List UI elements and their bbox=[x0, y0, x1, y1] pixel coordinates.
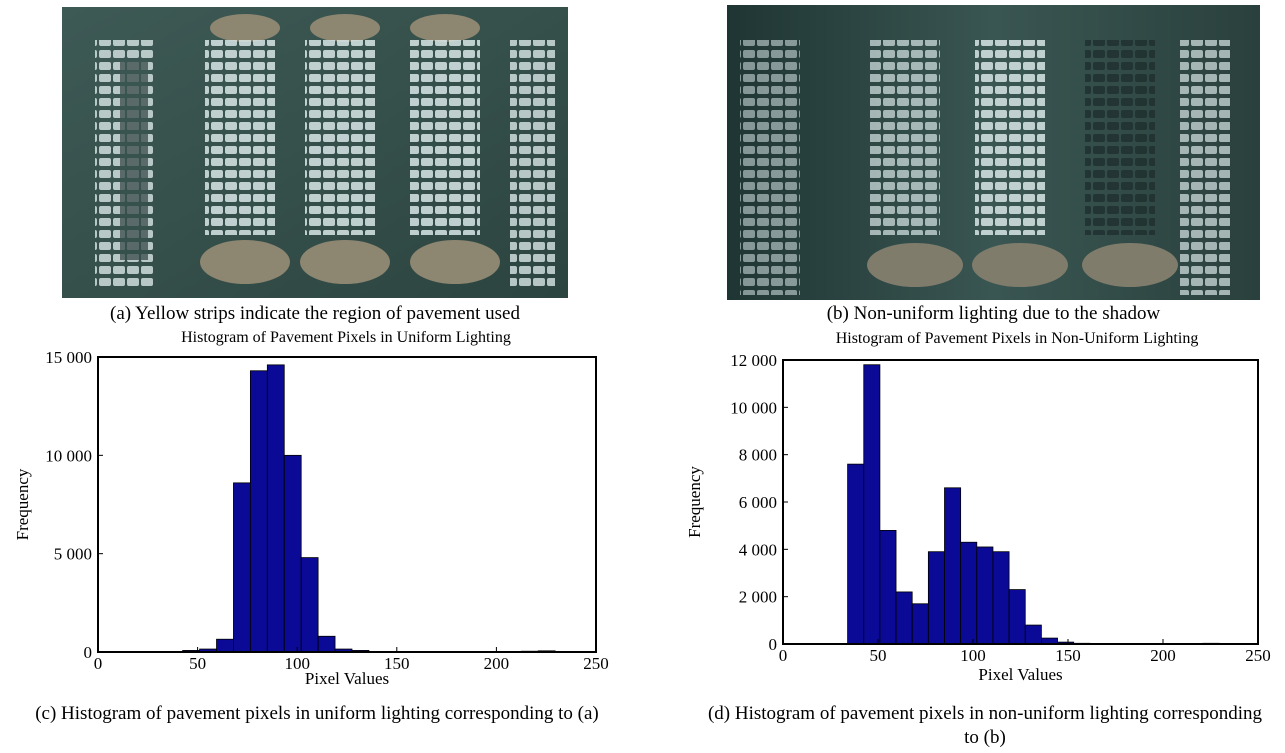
bar bbox=[300, 557, 319, 652]
bar bbox=[1008, 589, 1026, 644]
x-tick-label: 250 bbox=[1245, 646, 1271, 665]
bar bbox=[895, 591, 913, 644]
bar bbox=[960, 541, 978, 644]
caption: (b) Non-uniform lighting due to the shad… bbox=[826, 303, 1161, 324]
x-axis-label: Pixel Values bbox=[305, 669, 389, 688]
photo-b bbox=[727, 5, 1260, 300]
bar bbox=[992, 551, 1010, 644]
bar bbox=[879, 530, 897, 644]
y-axis-label: Frequency bbox=[13, 468, 32, 540]
bar bbox=[863, 364, 881, 644]
bar bbox=[233, 482, 251, 652]
x-tick-label: 200 bbox=[1150, 646, 1176, 665]
bars bbox=[165, 364, 596, 652]
y-tick-label: 10 000 bbox=[730, 398, 777, 417]
y-tick-label: 6 000 bbox=[739, 493, 777, 512]
y-tick-label: 0 bbox=[84, 643, 93, 662]
bar bbox=[944, 487, 962, 644]
y-tick-label: 8 000 bbox=[739, 446, 777, 465]
x-tick-label: 100 bbox=[284, 654, 310, 673]
bar bbox=[317, 635, 336, 652]
chart-title: Histogram of Pavement Pixels in Non-Unif… bbox=[836, 330, 1199, 347]
x-tick-label: 0 bbox=[779, 646, 788, 665]
bar bbox=[927, 551, 945, 644]
x-tick-label: 100 bbox=[960, 646, 986, 665]
caption: (c) Histogram of pavement pixels in unif… bbox=[35, 703, 599, 724]
bar bbox=[283, 454, 302, 652]
y-tick-label: 2 000 bbox=[739, 588, 777, 607]
y-tick-label: 0 bbox=[769, 635, 778, 654]
bar bbox=[911, 603, 929, 644]
bar bbox=[249, 370, 268, 652]
y-axis-label: Frequency bbox=[685, 466, 704, 538]
x-axis-label: Pixel Values bbox=[978, 665, 1062, 684]
x-tick-label: 150 bbox=[384, 654, 410, 673]
x-tick-label: 50 bbox=[870, 646, 887, 665]
caption: (a) Yellow strips indicate the region of… bbox=[110, 303, 520, 324]
x-tick-label: 200 bbox=[484, 654, 510, 673]
y-tick-label: 15 000 bbox=[45, 348, 92, 367]
x-tick-label: 50 bbox=[189, 654, 206, 673]
chart: Histogram of Pavement Pixels in Uniform … bbox=[13, 329, 609, 688]
plot-frame bbox=[97, 356, 597, 653]
chart: Histogram of Pavement Pixels in Non-Unif… bbox=[685, 330, 1271, 684]
x-tick-label: 150 bbox=[1055, 646, 1081, 665]
chart-title: Histogram of Pavement Pixels in Uniform … bbox=[181, 329, 511, 346]
bar bbox=[976, 546, 994, 644]
bar bbox=[216, 638, 234, 652]
bars bbox=[847, 364, 1258, 644]
photo-a bbox=[62, 7, 568, 298]
bar bbox=[266, 364, 285, 652]
caption: (d) Histogram of pavement pixels in non-… bbox=[707, 703, 1263, 748]
x-tick-label: 0 bbox=[94, 654, 103, 673]
bar bbox=[1024, 624, 1042, 644]
bar bbox=[847, 463, 865, 644]
y-tick-label: 12 000 bbox=[730, 351, 777, 370]
x-tick-label: 250 bbox=[583, 654, 609, 673]
y-tick-label: 10 000 bbox=[45, 446, 92, 465]
y-tick-label: 4 000 bbox=[739, 540, 777, 559]
y-tick-label: 5 000 bbox=[54, 545, 92, 564]
